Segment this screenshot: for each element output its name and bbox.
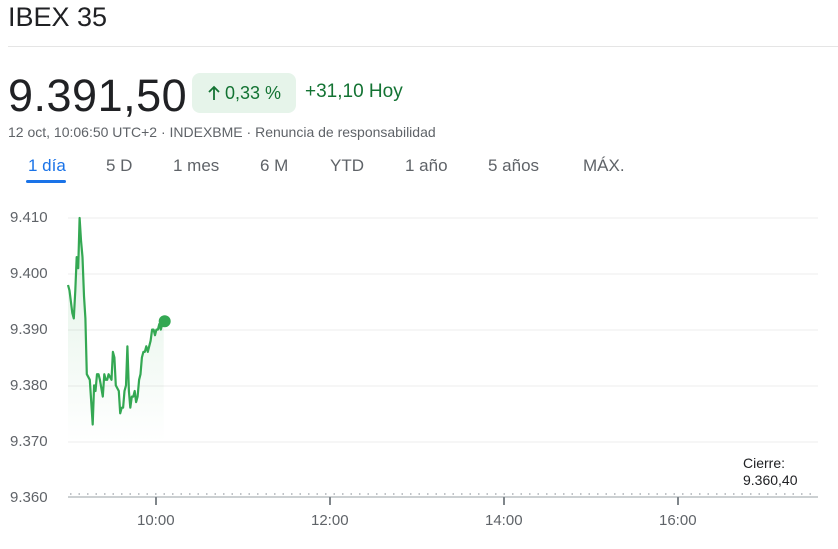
tab-5-years[interactable]: 5 años: [488, 156, 540, 175]
price-area-fill: [68, 218, 164, 442]
meta-separator: ·: [246, 124, 252, 140]
y-tick-label: 9.390: [10, 321, 48, 338]
x-tick-label: 12:00: [311, 512, 349, 529]
active-tab-indicator: [26, 180, 66, 183]
tab-1-day[interactable]: 1 día: [28, 156, 66, 175]
current-price-marker: [158, 315, 171, 328]
tab-6-months[interactable]: 6 M: [260, 156, 289, 175]
change-absolute: +31,10 Hoy: [305, 81, 403, 102]
change-percent-badge: 0,33 %: [192, 73, 296, 113]
price-line: [66, 216, 165, 426]
previous-close-value: 9.360,40: [743, 472, 798, 488]
index-title: IBEX 35: [8, 2, 108, 32]
header-divider: [8, 46, 838, 47]
tab-max[interactable]: MÁX.: [583, 156, 625, 175]
tab-5-days[interactable]: 5 D: [106, 156, 133, 175]
grid-lines: [68, 217, 818, 443]
arrow-up-icon: [208, 85, 220, 100]
tab-ytd[interactable]: YTD: [330, 156, 364, 175]
x-tick-label: 10:00: [137, 512, 175, 529]
x-tick-label: 16:00: [659, 512, 697, 529]
previous-close-annotation: Cierre: 9.360,40: [743, 455, 798, 489]
exchange-name: INDEXBME: [169, 124, 243, 140]
y-tick-label: 9.380: [10, 377, 48, 394]
y-tick-label: 9.370: [10, 433, 48, 450]
tab-1-year[interactable]: 1 año: [405, 156, 448, 175]
timestamp: 12 oct, 10:06:50 UTC+2: [8, 124, 158, 140]
previous-close-label: Cierre:: [743, 455, 786, 471]
x-tick-label: 14:00: [485, 512, 523, 529]
y-tick-label: 9.410: [10, 209, 48, 226]
change-percent: 0,33 %: [224, 82, 282, 103]
quote-meta: 12 oct, 10:06:50 UTC+2 · INDEXBME · Renu…: [8, 124, 436, 140]
y-tick-label: 9.360: [10, 489, 48, 506]
meta-separator: ·: [160, 124, 166, 140]
x-ticks: [155, 497, 679, 505]
disclaimer-link[interactable]: Renuncia de responsabilidad: [255, 124, 436, 140]
y-tick-label: 9.400: [10, 265, 48, 282]
current-price: 9.391,50: [8, 70, 188, 121]
tab-1-month[interactable]: 1 mes: [173, 156, 220, 175]
